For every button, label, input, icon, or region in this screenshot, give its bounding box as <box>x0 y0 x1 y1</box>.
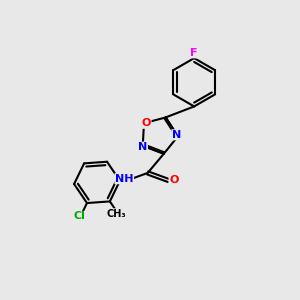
Text: F: F <box>190 48 198 58</box>
Text: N: N <box>172 130 181 140</box>
Text: O: O <box>142 118 151 128</box>
Text: O: O <box>169 176 178 185</box>
Text: Cl: Cl <box>73 212 85 221</box>
Text: CH₃: CH₃ <box>107 209 127 219</box>
Text: N: N <box>138 142 147 152</box>
Text: NH: NH <box>115 174 134 184</box>
